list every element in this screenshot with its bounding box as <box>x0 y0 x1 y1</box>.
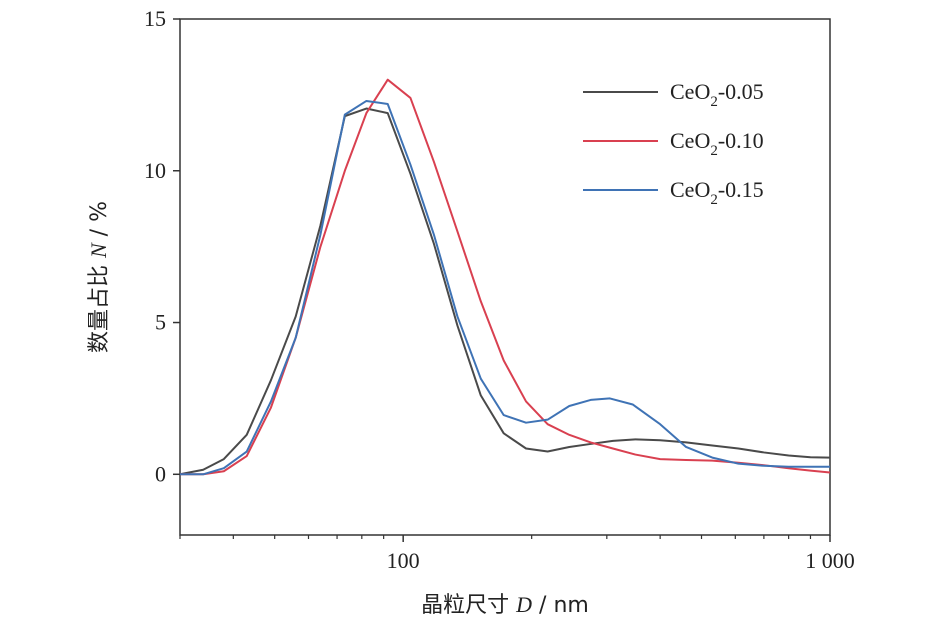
legend: CeO2-0.05 CeO2-0.10 CeO2-0.15 <box>583 79 764 208</box>
y-tick-label: 5 <box>155 310 166 335</box>
series-line-ceo2-0-15 <box>180 99 830 476</box>
legend-label: CeO2-0.10 <box>670 128 764 159</box>
legend-label: CeO2-0.05 <box>670 79 764 110</box>
series-lines <box>179 78 831 476</box>
series-line-ceo2-0-05 <box>179 107 831 476</box>
y-tick-label: 10 <box>144 158 166 183</box>
y-axis-title: 数量占比 N / % <box>86 201 112 353</box>
y-tick-label: 15 <box>144 6 166 31</box>
x-axis-ticks: 100 1 000 <box>179 535 855 573</box>
x-tick-label: 100 <box>387 548 420 573</box>
y-axis-ticks: 0 5 10 15 <box>144 6 180 486</box>
y-tick-label: 0 <box>155 461 166 486</box>
plot-frame <box>179 18 831 536</box>
legend-label: CeO2-0.15 <box>670 177 764 208</box>
x-tick-label: 1 000 <box>805 548 855 573</box>
x-axis-title: 晶粒尺寸 D / nm <box>421 592 589 618</box>
